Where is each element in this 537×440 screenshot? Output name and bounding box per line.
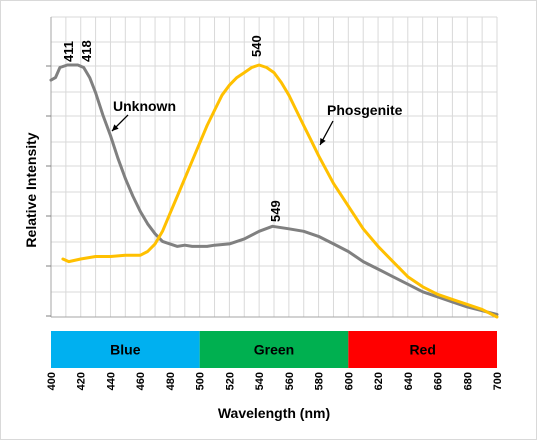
band-blue	[51, 331, 200, 368]
band-green	[199, 331, 349, 368]
x-tick-label: 580	[314, 372, 326, 390]
x-tick-label: 540	[254, 372, 266, 390]
x-tick-label: 600	[343, 372, 355, 390]
x-tick-label: 460	[135, 372, 147, 390]
grid-lines	[50, 16, 498, 317]
peak-label-411: 411	[61, 41, 76, 62]
x-tick-label: 500	[195, 372, 207, 390]
x-tick-label: 660	[433, 372, 445, 390]
band-label-green: Green	[254, 342, 294, 358]
x-tick-label: 700	[492, 372, 504, 390]
peak-label-549: 549	[268, 200, 283, 222]
x-tick-label: 440	[105, 372, 117, 390]
series-label-phosgenite: Phosgenite	[327, 102, 403, 118]
peak-label-540: 540	[249, 35, 264, 57]
peak-label-418: 418	[79, 40, 94, 62]
band-label-red: Red	[409, 342, 435, 358]
axes	[46, 17, 497, 318]
series-lines	[49, 63, 499, 319]
x-tick-label: 480	[165, 372, 177, 390]
x-tick-labels: 400 420 440 460 480 500 520 540 560 580 600 620 640 6…	[46, 372, 504, 390]
band-label-blue: Blue	[110, 342, 141, 358]
x-axis-label: Wavelength (nm)	[218, 405, 330, 421]
x-tick-label: 420	[76, 372, 88, 390]
color-bands: Blue Green Red	[51, 331, 497, 368]
series-line-phosgenite	[61, 63, 499, 319]
x-tick-label: 640	[403, 372, 415, 390]
y-axis-label: Relative Intensity	[23, 132, 39, 247]
unknown-arrow-head	[112, 124, 119, 131]
x-tick-label: 400	[46, 372, 58, 390]
series-label-unknown: Unknown	[113, 98, 176, 114]
x-tick-label: 620	[373, 372, 385, 390]
annotations: 411 418 540 549 Unknown Phosgenite	[61, 35, 403, 222]
x-tick-label: 560	[284, 372, 296, 390]
x-tick-label: 520	[224, 372, 236, 390]
phosgenite-arrow-head	[320, 138, 326, 145]
series-line-unknown	[49, 63, 499, 316]
x-tick-label: 680	[462, 372, 474, 390]
band-red	[348, 331, 497, 368]
